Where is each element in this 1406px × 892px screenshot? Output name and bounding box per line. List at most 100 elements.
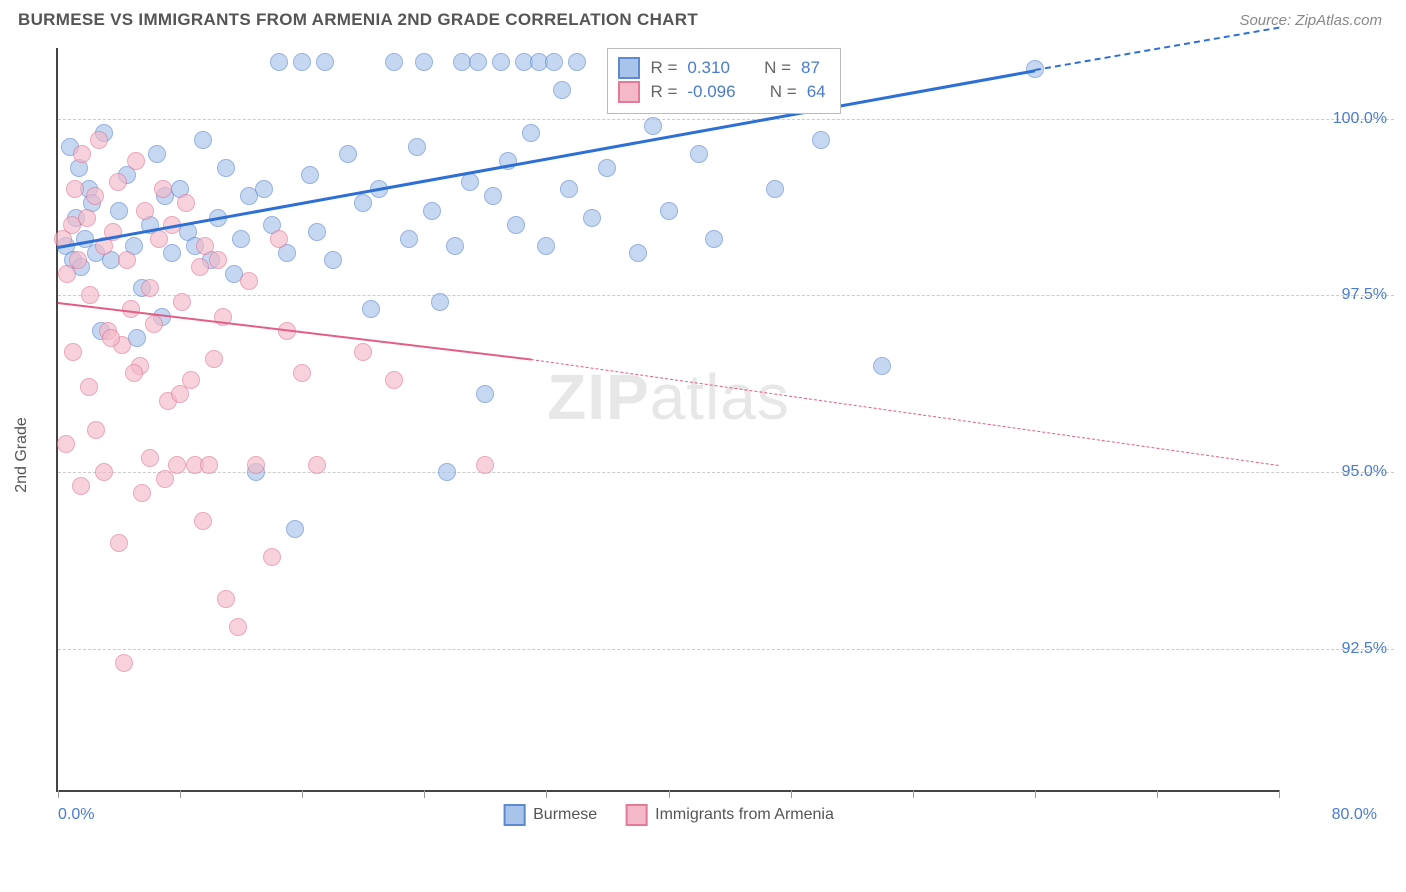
legend-swatch xyxy=(618,81,640,103)
scatter-point xyxy=(168,456,186,474)
scatter-point xyxy=(545,53,563,71)
scatter-point xyxy=(385,371,403,389)
scatter-point xyxy=(217,159,235,177)
x-tick xyxy=(180,790,181,798)
scatter-point xyxy=(154,180,172,198)
scatter-point xyxy=(873,357,891,375)
y-tick-label: 92.5% xyxy=(1287,640,1387,658)
scatter-point xyxy=(766,180,784,198)
legend-swatch xyxy=(618,57,640,79)
y-axis-label: 2nd Grade xyxy=(13,417,31,493)
scatter-point xyxy=(80,378,98,396)
scatter-point xyxy=(194,512,212,530)
series-legend-label: Burmese xyxy=(533,806,597,824)
scatter-point xyxy=(150,230,168,248)
x-tick xyxy=(669,790,670,798)
scatter-point xyxy=(145,315,163,333)
correlation-legend: R = 0.310 N = 87R = -0.096 N = 64 xyxy=(607,48,840,114)
scatter-point xyxy=(109,173,127,191)
series-legend-item: Immigrants from Armenia xyxy=(625,804,834,826)
scatter-point xyxy=(133,484,151,502)
legend-r-value: -0.096 xyxy=(687,82,735,102)
trend-line xyxy=(58,69,1035,249)
scatter-point xyxy=(660,202,678,220)
scatter-point xyxy=(385,53,403,71)
scatter-point xyxy=(461,173,479,191)
scatter-point xyxy=(217,590,235,608)
x-max-label: 80.0% xyxy=(1332,806,1377,824)
x-tick xyxy=(1157,790,1158,798)
scatter-point xyxy=(362,300,380,318)
scatter-point xyxy=(308,456,326,474)
legend-r-prefix: R = xyxy=(650,82,677,102)
gridline xyxy=(58,649,1394,650)
scatter-point xyxy=(171,385,189,403)
scatter-point xyxy=(415,53,433,71)
trend-line xyxy=(58,302,531,361)
scatter-point xyxy=(148,145,166,163)
scatter-point xyxy=(73,145,91,163)
scatter-point xyxy=(200,456,218,474)
scatter-point xyxy=(476,456,494,474)
scatter-point xyxy=(95,463,113,481)
watermark: ZIPatlas xyxy=(547,360,790,434)
series-legend-item: Burmese xyxy=(503,804,597,826)
scatter-point xyxy=(469,53,487,71)
x-tick xyxy=(424,790,425,798)
scatter-point xyxy=(316,53,334,71)
scatter-point xyxy=(308,223,326,241)
chart-header: BURMESE VS IMMIGRANTS FROM ARMENIA 2ND G… xyxy=(0,0,1406,38)
scatter-point xyxy=(270,53,288,71)
scatter-point xyxy=(568,53,586,71)
plot-region: ZIPatlas 100.0%97.5%95.0%92.5%0.0%80.0%R… xyxy=(56,48,1279,792)
y-tick-label: 95.0% xyxy=(1287,463,1387,481)
scatter-point xyxy=(339,145,357,163)
scatter-point xyxy=(240,272,258,290)
scatter-point xyxy=(110,534,128,552)
scatter-point xyxy=(191,258,209,276)
gridline xyxy=(58,119,1394,120)
scatter-point xyxy=(507,216,525,234)
scatter-point xyxy=(156,470,174,488)
scatter-point xyxy=(69,251,87,269)
scatter-point xyxy=(354,343,372,361)
scatter-point xyxy=(583,209,601,227)
scatter-point xyxy=(205,350,223,368)
scatter-point xyxy=(438,463,456,481)
scatter-point xyxy=(86,187,104,205)
scatter-point xyxy=(136,202,154,220)
scatter-point xyxy=(196,237,214,255)
scatter-point xyxy=(90,131,108,149)
scatter-point xyxy=(598,159,616,177)
scatter-point xyxy=(537,237,555,255)
scatter-point xyxy=(629,244,647,262)
scatter-point xyxy=(87,421,105,439)
scatter-point xyxy=(57,435,75,453)
trend-line xyxy=(531,359,1279,466)
scatter-point xyxy=(492,53,510,71)
scatter-point xyxy=(476,385,494,403)
scatter-point xyxy=(270,230,288,248)
scatter-point xyxy=(705,230,723,248)
legend-swatch xyxy=(625,804,647,826)
legend-r-prefix: R = xyxy=(650,58,677,78)
scatter-point xyxy=(560,180,578,198)
scatter-point xyxy=(484,187,502,205)
scatter-point xyxy=(66,180,84,198)
scatter-point xyxy=(293,53,311,71)
scatter-point xyxy=(173,293,191,311)
series-legend: Burmese Immigrants from Armenia xyxy=(503,804,834,826)
scatter-point xyxy=(232,230,250,248)
x-min-label: 0.0% xyxy=(58,806,94,824)
scatter-point xyxy=(125,364,143,382)
scatter-point xyxy=(255,180,273,198)
chart-title: BURMESE VS IMMIGRANTS FROM ARMENIA 2ND G… xyxy=(18,10,698,30)
scatter-point xyxy=(431,293,449,311)
chart-area: 2nd Grade ZIPatlas 100.0%97.5%95.0%92.5%… xyxy=(24,48,1394,862)
scatter-point xyxy=(522,124,540,142)
scatter-point xyxy=(72,477,90,495)
scatter-point xyxy=(81,286,99,304)
legend-row: R = -0.096 N = 64 xyxy=(618,81,825,103)
scatter-point xyxy=(194,131,212,149)
x-tick xyxy=(1035,790,1036,798)
